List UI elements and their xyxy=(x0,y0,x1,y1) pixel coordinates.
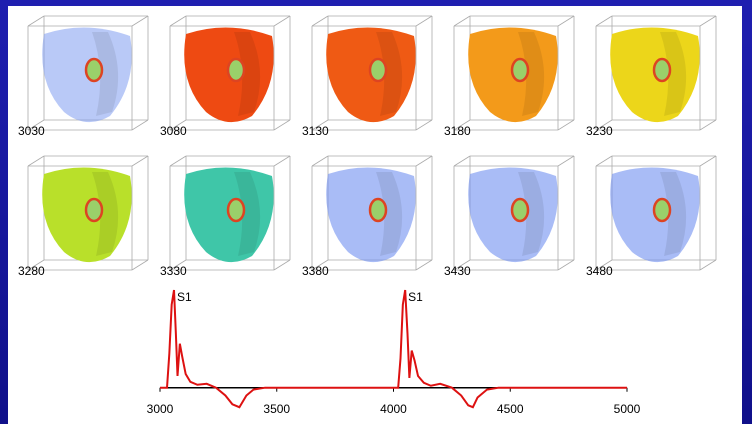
cube-edge xyxy=(699,119,717,131)
activation-ring xyxy=(84,57,104,83)
cube-edge xyxy=(27,155,45,167)
cube-edge xyxy=(699,259,717,271)
cube-edge xyxy=(415,259,433,271)
cube-edge xyxy=(131,155,149,167)
activation-ring xyxy=(510,197,530,223)
activation-ring xyxy=(226,197,246,223)
panel-grid: 3030 3080 3130 3180 3230 3280 3330 3380 3430 3480 xyxy=(18,15,717,278)
cube-edge xyxy=(453,15,471,27)
peak-annotation: S1 xyxy=(177,290,192,304)
panel-label: 3230 xyxy=(586,124,613,138)
heart-shade xyxy=(660,172,687,256)
trace-line xyxy=(160,289,627,409)
x-tick-label: 4000 xyxy=(380,402,407,416)
heart-shade xyxy=(518,32,545,116)
x-tick-label: 4500 xyxy=(497,402,524,416)
heart-shade xyxy=(234,172,261,256)
cube-edge xyxy=(27,259,45,271)
cube-edge xyxy=(273,259,291,271)
panel-label: 3330 xyxy=(160,264,187,278)
activation-ring xyxy=(510,57,530,83)
heart-shade xyxy=(376,172,403,256)
activation-ring xyxy=(368,57,388,83)
panel-label: 3280 xyxy=(18,264,45,278)
cube-edge xyxy=(699,15,717,27)
x-tick-label: 3500 xyxy=(263,402,290,416)
panel-label: 3380 xyxy=(302,264,329,278)
cube-edge xyxy=(453,119,471,131)
heart-panel: 3230 xyxy=(586,15,717,138)
cube-edge xyxy=(169,259,187,271)
cube-edge xyxy=(415,15,433,27)
heart-shade xyxy=(376,32,403,116)
cube-edge xyxy=(557,119,575,131)
cube-edge xyxy=(557,15,575,27)
cube-edge xyxy=(595,259,613,271)
cube-edge xyxy=(557,259,575,271)
cube-edge xyxy=(169,155,187,167)
panel-label: 3180 xyxy=(444,124,471,138)
cube-edge xyxy=(453,155,471,167)
x-tick-label: 5000 xyxy=(614,402,641,416)
activation-ring xyxy=(652,197,672,223)
panel-label: 3030 xyxy=(18,124,45,138)
cube-edge xyxy=(415,119,433,131)
heart-panel: 3480 xyxy=(586,155,717,278)
heart-shade xyxy=(518,172,545,256)
cube-edge xyxy=(273,15,291,27)
cube-edge xyxy=(453,259,471,271)
activation-ring xyxy=(84,197,104,223)
heart-panel: 3430 xyxy=(444,155,575,278)
cube-edge xyxy=(169,119,187,131)
heart-shade xyxy=(660,32,687,116)
panel-label: 3080 xyxy=(160,124,187,138)
cube-edge xyxy=(311,155,329,167)
peak-annotation: S1 xyxy=(408,290,423,304)
cube-edge xyxy=(27,15,45,27)
heart-panel: 3330 xyxy=(160,155,291,278)
heart-panel: 3030 xyxy=(18,15,149,138)
cube-edge xyxy=(595,155,613,167)
heart-panel: 3130 xyxy=(302,15,433,138)
cube-edge xyxy=(273,155,291,167)
heart-shade xyxy=(92,172,119,256)
cube-edge xyxy=(273,119,291,131)
cube-edge xyxy=(699,155,717,167)
heart-panel: 3080 xyxy=(160,15,291,138)
heart-panel: 3380 xyxy=(302,155,433,278)
cube-edge xyxy=(595,119,613,131)
cube-edge xyxy=(557,155,575,167)
heart-shade xyxy=(92,32,119,116)
panel-label: 3430 xyxy=(444,264,471,278)
cube-edge xyxy=(27,119,45,131)
heart-panel: 3180 xyxy=(444,15,575,138)
activation-ring xyxy=(652,57,672,83)
activation-ring xyxy=(368,197,388,223)
cube-edge xyxy=(169,15,187,27)
activation-ring xyxy=(226,57,246,83)
cube-edge xyxy=(415,155,433,167)
cube-edge xyxy=(311,15,329,27)
heart-shade xyxy=(234,32,261,116)
panel-label: 3480 xyxy=(586,264,613,278)
trace-chart: 3000 3500 4000 4500 5000 S1 S1 xyxy=(147,289,641,416)
cube-edge xyxy=(595,15,613,27)
panel-label: 3130 xyxy=(302,124,329,138)
cube-edge xyxy=(311,119,329,131)
cube-edge xyxy=(131,119,149,131)
cube-edge xyxy=(311,259,329,271)
x-tick-label: 3000 xyxy=(147,402,174,416)
cube-edge xyxy=(131,259,149,271)
heart-panel: 3280 xyxy=(18,155,149,278)
cube-edge xyxy=(131,15,149,27)
